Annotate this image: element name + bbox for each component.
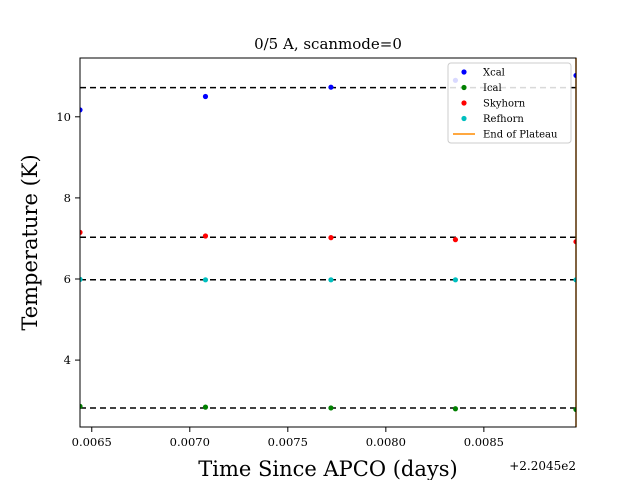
point-refhorn xyxy=(328,277,334,283)
legend: Xcal Ical Skyhorn Refhorn End of Plateau xyxy=(447,62,572,144)
x-axis-offset-label: +2.2045e2 xyxy=(509,459,576,473)
y-axis-title: Temperature (K) xyxy=(18,154,42,330)
point-ical xyxy=(202,404,209,410)
point-xcal xyxy=(80,107,83,113)
legend-marker-dot xyxy=(461,84,467,91)
legend-marker-dot xyxy=(461,69,467,75)
x-tick-label: 0.0075 xyxy=(268,435,308,449)
y-tick-label: 4 xyxy=(64,353,71,367)
chart-title: 0/5 A, scanmode=0 xyxy=(254,35,402,53)
point-refhorn xyxy=(452,277,459,283)
legend-marker-dot xyxy=(461,115,467,122)
y-tick-label: 6 xyxy=(64,272,71,286)
point-ical xyxy=(328,405,334,411)
point-xcal xyxy=(328,84,334,90)
point-skyhorn xyxy=(452,237,459,243)
y-tick-label: 10 xyxy=(56,110,71,124)
legend-label: End of Plateau xyxy=(483,130,558,141)
legend-marker-dot xyxy=(461,100,467,106)
point-skyhorn xyxy=(80,229,83,235)
legend-label: Refhorn xyxy=(483,114,524,125)
point-refhorn xyxy=(80,276,83,282)
legend-label: Ical xyxy=(483,83,502,94)
x-tick-label: 0.0080 xyxy=(366,435,406,449)
plot-area-frame xyxy=(79,57,577,428)
point-xcal xyxy=(202,93,209,100)
legend-box xyxy=(447,62,572,144)
x-axis-ticks: 0.0065 0.0070 0.0075 0.0080 0.0085 xyxy=(72,427,504,449)
legend-label: Xcal xyxy=(483,68,505,79)
point-refhorn xyxy=(573,277,576,283)
x-tick-label: 0.0070 xyxy=(170,435,210,449)
y-axis-ticks: 4 6 8 10 xyxy=(56,110,80,367)
x-tick-label: 0.0065 xyxy=(72,435,112,449)
point-skyhorn xyxy=(573,239,576,245)
point-skyhorn xyxy=(202,233,209,239)
legend-label: Skyhorn xyxy=(483,99,526,110)
point-refhorn xyxy=(202,277,209,283)
point-ical xyxy=(452,406,459,412)
point-ical xyxy=(80,403,83,409)
x-tick-label: 0.0085 xyxy=(464,435,504,449)
y-tick-label: 8 xyxy=(64,191,71,205)
point-ical xyxy=(573,406,576,413)
point-xcal xyxy=(573,72,576,79)
point-skyhorn xyxy=(328,235,334,241)
x-axis-title: Time Since APCO (days) xyxy=(198,457,457,480)
